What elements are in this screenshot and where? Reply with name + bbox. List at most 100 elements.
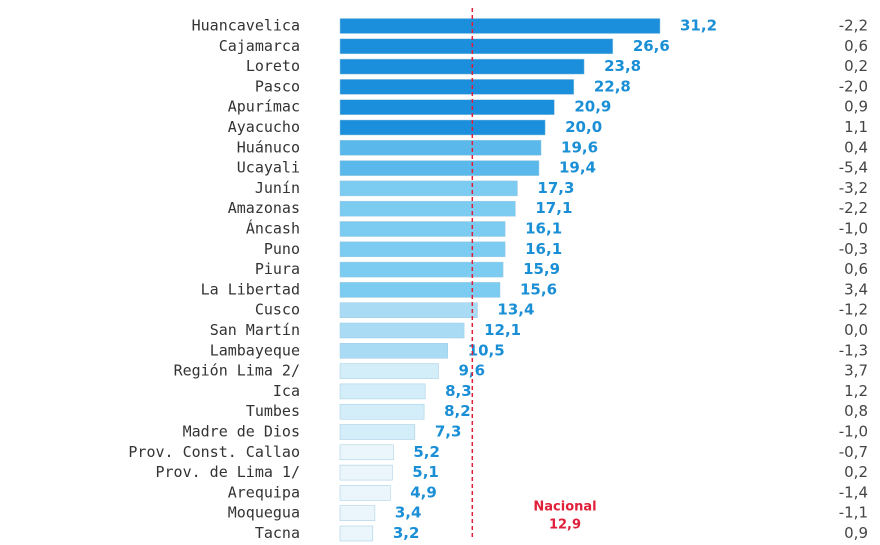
category-label: Ica	[273, 382, 300, 400]
bar	[339, 99, 555, 115]
change-label: 0,6	[844, 260, 868, 278]
bar	[339, 261, 504, 278]
value-label: 9,6	[458, 362, 485, 380]
category-label: Región Lima 2/	[174, 362, 300, 380]
category-label: Prov. Const. Callao	[128, 443, 300, 461]
bar	[339, 403, 425, 420]
category-label: Moquegua	[228, 504, 300, 522]
value-label: 20,0	[565, 118, 602, 136]
bar	[339, 485, 391, 501]
value-label: 7,3	[435, 423, 462, 441]
change-label: 0,2	[844, 463, 868, 481]
value-label: 17,3	[537, 179, 574, 197]
bar	[339, 424, 416, 440]
change-label: 3,4	[844, 280, 868, 298]
change-label: 1,2	[844, 382, 868, 400]
change-label: 0,4	[844, 138, 868, 156]
value-label: 16,1	[525, 220, 562, 238]
category-label: Áncash	[246, 219, 300, 238]
value-label: 3,4	[395, 504, 422, 522]
value-label: 17,1	[535, 199, 572, 217]
change-label: 1,1	[844, 118, 868, 136]
category-label: Amazonas	[228, 199, 300, 217]
category-label: Huánuco	[237, 138, 300, 156]
category-label: Tumbes	[246, 402, 300, 420]
change-label: 0,0	[844, 321, 868, 339]
change-label: -1,0	[839, 220, 868, 238]
change-label: -1,1	[839, 504, 868, 522]
value-label: 16,1	[525, 240, 562, 258]
change-label: -1,0	[839, 423, 868, 441]
bar	[339, 79, 575, 95]
bar	[339, 464, 393, 481]
bar	[339, 241, 506, 258]
bar	[339, 282, 501, 298]
category-label: Tacna	[255, 524, 300, 542]
bar	[339, 363, 439, 379]
value-label: 3,2	[393, 524, 420, 542]
value-label: 23,8	[604, 57, 641, 75]
change-label: -2,0	[839, 77, 868, 95]
value-label: 10,5	[468, 341, 505, 359]
value-label: 19,6	[561, 138, 598, 156]
category-label: Ayacucho	[228, 118, 300, 136]
value-label: 12,1	[484, 321, 521, 339]
bar	[339, 221, 506, 237]
bar	[339, 302, 478, 318]
change-label: 0,9	[844, 98, 868, 116]
bar	[339, 38, 614, 55]
category-label: Prov. de Lima 1/	[156, 463, 301, 481]
change-label: -1,3	[839, 341, 868, 359]
change-label: -1,2	[839, 301, 868, 319]
change-label: 0,2	[844, 57, 868, 75]
category-label: Apurímac	[228, 98, 300, 116]
category-label: Puno	[264, 240, 300, 258]
bar	[339, 505, 376, 521]
change-label: -0,3	[839, 240, 868, 258]
bar	[339, 140, 542, 156]
value-label: 15,6	[520, 280, 557, 298]
change-label: -2,2	[839, 199, 868, 217]
value-label: 8,3	[445, 382, 472, 400]
value-label: 20,9	[574, 98, 611, 116]
category-label: Cajamarca	[219, 37, 300, 55]
value-label: 26,6	[633, 37, 670, 55]
reference-value: 12,9	[549, 518, 581, 533]
category-label: Cusco	[255, 301, 300, 319]
change-label: -0,7	[839, 443, 868, 461]
category-label: Huancavelica	[192, 17, 300, 35]
change-label: 0,9	[844, 524, 868, 542]
value-label: 19,4	[559, 159, 596, 177]
bar	[339, 525, 374, 542]
value-label: 13,4	[497, 301, 534, 319]
category-label: Junín	[255, 179, 300, 197]
category-label: La Libertad	[201, 280, 300, 298]
category-label: Pasco	[255, 77, 300, 95]
category-label: Loreto	[246, 57, 300, 75]
bar	[339, 444, 394, 461]
value-label: 5,2	[413, 443, 440, 461]
bar	[339, 343, 448, 359]
change-label: 0,6	[844, 37, 868, 55]
value-label: 22,8	[594, 77, 631, 95]
reference-label: Nacional	[533, 500, 596, 515]
change-label: -3,2	[839, 179, 868, 197]
change-label: 3,7	[844, 362, 868, 380]
category-label: Arequipa	[228, 483, 300, 501]
change-label: -2,2	[839, 17, 868, 35]
bar	[339, 383, 426, 400]
bar	[339, 180, 518, 197]
bar	[339, 119, 546, 136]
bar	[339, 322, 465, 339]
category-label: Madre de Dios	[183, 423, 300, 441]
change-label: -5,4	[839, 159, 868, 177]
change-label: -1,4	[839, 483, 868, 501]
value-label: 4,9	[410, 483, 437, 501]
category-label: Ucayali	[237, 159, 300, 177]
change-label: 0,8	[844, 402, 868, 420]
value-label: 31,2	[680, 17, 717, 35]
category-label: Piura	[255, 260, 300, 278]
bar	[339, 200, 516, 217]
bar	[339, 18, 661, 34]
